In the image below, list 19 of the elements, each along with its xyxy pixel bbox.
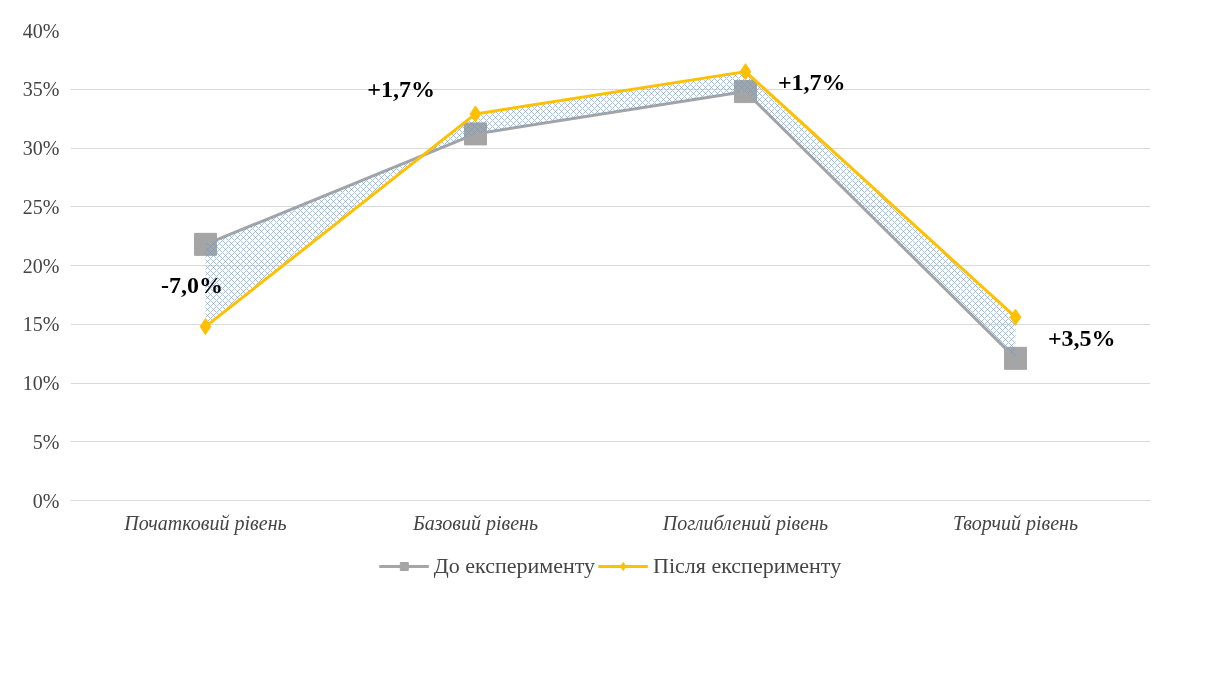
y-tick-label: 5% <box>32 430 60 453</box>
x-tick-label: Початковий рівень <box>123 511 287 535</box>
y-tick-label: 30% <box>22 137 60 159</box>
y-tick-label: 40% <box>22 19 60 42</box>
y-tick-label: 25% <box>22 195 60 218</box>
legend-label: Після експерименту <box>653 553 842 579</box>
y-tick-label: 0% <box>32 489 60 512</box>
x-tick-label: Поглиблений рівень <box>661 511 829 535</box>
y-tick-label: 15% <box>22 313 60 336</box>
annotation: +1,7% <box>777 69 846 96</box>
y-tick-label: 10% <box>22 372 60 394</box>
annotation: +3,5% <box>1047 325 1116 352</box>
legend-label: До експерименту <box>433 553 596 579</box>
annotation: -7,0% <box>161 272 223 299</box>
y-tick-label: 35% <box>22 78 60 101</box>
annotation: +1,7% <box>367 76 436 103</box>
x-tick-label: Базовий рівень <box>411 511 539 535</box>
x-tick-label: Творчий рівень <box>952 511 1079 535</box>
y-tick-label: 20% <box>22 254 60 277</box>
